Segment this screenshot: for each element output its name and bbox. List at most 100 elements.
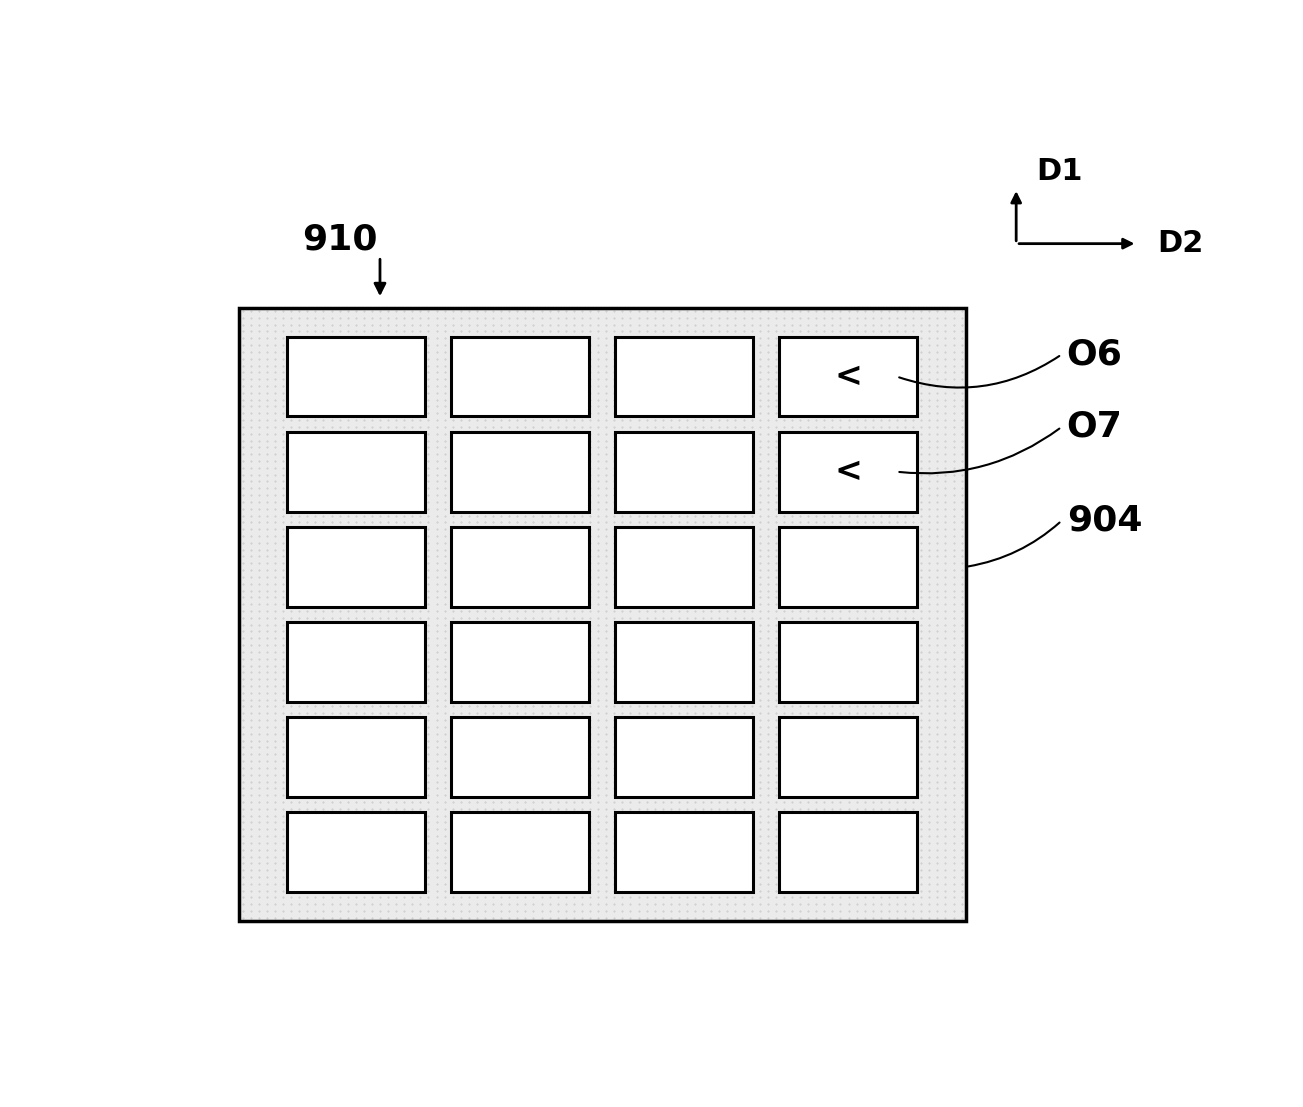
Point — [491, 330, 512, 348]
Point — [676, 315, 697, 333]
Point — [272, 343, 293, 361]
Point — [466, 438, 487, 456]
Point — [257, 773, 278, 790]
Point — [370, 656, 391, 674]
Point — [410, 377, 431, 395]
Point — [297, 786, 318, 804]
Point — [846, 671, 866, 689]
Point — [523, 596, 543, 613]
Point — [636, 691, 657, 708]
Point — [353, 445, 374, 463]
Point — [724, 302, 745, 320]
Point — [257, 745, 278, 763]
Point — [765, 561, 786, 579]
Point — [386, 418, 407, 436]
Point — [401, 315, 422, 333]
Point — [232, 766, 253, 784]
Point — [563, 330, 584, 348]
Point — [661, 643, 681, 661]
Point — [321, 377, 341, 395]
Point — [232, 704, 253, 722]
Point — [539, 615, 560, 633]
Point — [612, 841, 633, 859]
Point — [240, 677, 261, 695]
Point — [684, 411, 705, 428]
Point — [272, 643, 293, 661]
Point — [507, 541, 528, 559]
Point — [321, 622, 341, 640]
Point — [491, 909, 512, 927]
Point — [232, 793, 253, 810]
Point — [911, 520, 932, 538]
Point — [936, 704, 956, 722]
Point — [741, 561, 762, 579]
Point — [232, 841, 253, 859]
Point — [401, 732, 422, 749]
Point — [370, 615, 391, 633]
Point — [507, 609, 528, 627]
Point — [870, 752, 891, 769]
Point — [491, 337, 512, 354]
Point — [620, 411, 641, 428]
Point — [491, 411, 512, 428]
Point — [782, 861, 803, 879]
Point — [709, 452, 730, 469]
Point — [684, 704, 705, 722]
Point — [305, 466, 326, 484]
Point — [612, 814, 633, 831]
Point — [378, 827, 399, 845]
Point — [442, 671, 463, 689]
Point — [353, 752, 374, 769]
Point — [636, 718, 657, 736]
Point — [903, 800, 924, 818]
Point — [313, 404, 334, 422]
Point — [911, 404, 932, 422]
Point — [749, 704, 770, 722]
Point — [797, 445, 818, 463]
Point — [426, 555, 447, 572]
Point — [337, 827, 358, 845]
Point — [936, 534, 956, 551]
Point — [426, 486, 447, 504]
Point — [595, 793, 616, 810]
Point — [297, 411, 318, 428]
Point — [814, 848, 835, 866]
Point — [555, 841, 576, 859]
Point — [790, 581, 810, 599]
Point — [653, 541, 674, 559]
Point — [580, 309, 601, 327]
Point — [661, 827, 681, 845]
Point — [532, 773, 552, 790]
Point — [370, 432, 391, 449]
Point — [265, 861, 285, 879]
Point — [532, 500, 552, 518]
Point — [474, 697, 495, 715]
Point — [394, 800, 414, 818]
Point — [386, 602, 407, 620]
Point — [418, 541, 439, 559]
Point — [265, 520, 285, 538]
Point — [846, 371, 866, 389]
Point — [717, 909, 737, 927]
Point — [603, 697, 624, 715]
Point — [749, 656, 770, 674]
Point — [426, 630, 447, 648]
Point — [240, 875, 261, 892]
Point — [846, 766, 866, 784]
Point — [588, 391, 609, 408]
Point — [305, 575, 326, 592]
Point — [863, 343, 883, 361]
Point — [693, 663, 714, 681]
Point — [588, 896, 609, 913]
Point — [459, 302, 480, 320]
Point — [345, 425, 366, 443]
Point — [757, 732, 778, 749]
Point — [272, 704, 293, 722]
Point — [838, 807, 859, 825]
Point — [765, 411, 786, 428]
Point — [797, 356, 818, 374]
Point — [491, 738, 512, 756]
Point — [765, 643, 786, 661]
Point — [636, 896, 657, 913]
Point — [305, 377, 326, 395]
